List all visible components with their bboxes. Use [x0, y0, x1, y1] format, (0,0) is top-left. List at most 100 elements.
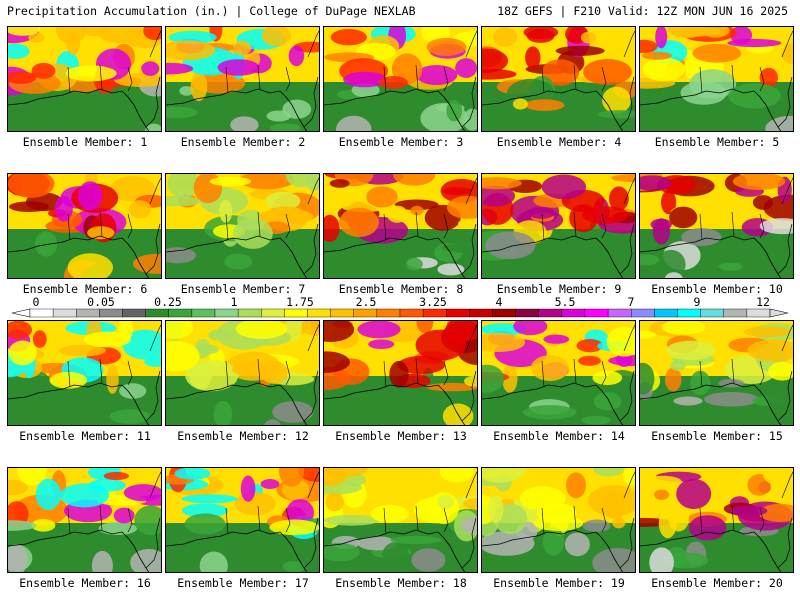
ensemble-map-panel	[481, 320, 636, 426]
precip-map	[8, 174, 161, 278]
colorbar-bin	[677, 308, 701, 318]
precip-map	[482, 321, 635, 425]
page-title: Precipitation Accumulation (in.) | Colle…	[7, 4, 416, 18]
colorbar-strip	[11, 308, 789, 318]
precip-map	[482, 27, 635, 131]
colorbar-bin	[145, 308, 169, 318]
ensemble-map-panel	[323, 320, 478, 426]
precip-map	[640, 321, 793, 425]
ensemble-member-label: Ensemble Member: 17	[177, 576, 309, 590]
ensemble-member-label: Ensemble Member: 1	[22, 135, 148, 149]
colorbar-legend: 0 0.05 0.25 1 1.75 2.5 3.25 4 5.5 7 9 12	[0, 296, 800, 322]
precip-map	[166, 321, 319, 425]
ensemble-member-label: Ensemble Member: 2	[180, 135, 306, 149]
ensemble-member-label: Ensemble Member: 9	[496, 282, 622, 296]
colorbar-bin	[446, 308, 470, 318]
colorbar-bin	[584, 308, 609, 318]
precip-map	[8, 468, 161, 572]
colorbar-bin	[561, 308, 586, 318]
colorbar-tick-label: 0	[32, 295, 40, 309]
ensemble-member-label: Ensemble Member: 11	[19, 429, 151, 443]
ensemble-map-panel	[165, 173, 320, 279]
colorbar-bin	[538, 308, 563, 318]
colorbar-bin	[376, 308, 401, 318]
ensemble-map-panel	[639, 26, 794, 132]
colorbar-bin	[515, 308, 539, 318]
ensemble-map-panel	[481, 26, 636, 132]
ensemble-map-panel	[323, 467, 478, 573]
colorbar-bin	[353, 308, 378, 318]
ensemble-member-label: Ensemble Member: 12	[177, 429, 309, 443]
ensemble-map-panel	[7, 467, 162, 573]
colorbar-bin	[492, 308, 516, 318]
colorbar-tick-label: 3.25	[419, 295, 447, 309]
ensemble-member-label: Ensemble Member: 5	[654, 135, 780, 149]
ensemble-member-label: Ensemble Member: 7	[180, 282, 306, 296]
colorbar-bin	[191, 308, 216, 318]
colorbar-bin	[307, 308, 331, 318]
colorbar-tick-label: 2.5	[355, 295, 377, 309]
ensemble-map-panel	[165, 467, 320, 573]
colorbar-bin	[654, 308, 678, 318]
colorbar-bin	[399, 308, 424, 318]
colorbar-tick-label: 9	[693, 295, 701, 309]
precip-map	[324, 321, 477, 425]
colorbar-bin	[122, 308, 146, 318]
ensemble-map-panel	[639, 320, 794, 426]
ensemble-map-panel	[7, 26, 162, 132]
colorbar-bin	[99, 308, 123, 318]
colorbar-bin	[168, 308, 193, 318]
precip-map	[640, 174, 793, 278]
precip-map	[324, 468, 477, 572]
precip-map	[8, 321, 161, 425]
ensemble-map-panel	[481, 467, 636, 573]
colorbar-tick-label: 0.05	[87, 295, 115, 309]
colorbar-tick-label: 0.25	[154, 295, 182, 309]
colorbar-bin	[607, 308, 632, 318]
colorbar-bin	[284, 308, 308, 318]
precip-map	[482, 468, 635, 572]
colorbar-tick-label: 12	[756, 295, 770, 309]
ensemble-map-panel	[165, 320, 320, 426]
ensemble-map-panel	[7, 173, 162, 279]
precip-map	[166, 468, 319, 572]
ensemble-map-panel	[639, 467, 794, 573]
colorbar-bin	[29, 308, 54, 318]
ensemble-map-panel	[323, 26, 478, 132]
colorbar-bin	[631, 308, 655, 318]
ensemble-member-label: Ensemble Member: 8	[338, 282, 464, 296]
colorbar-tick-label: 7	[627, 295, 635, 309]
ensemble-member-label: Ensemble Member: 10	[651, 282, 783, 296]
precip-map	[8, 27, 161, 131]
ensemble-member-label: Ensemble Member: 14	[493, 429, 625, 443]
colorbar-bin	[330, 308, 354, 318]
ensemble-member-label: Ensemble Member: 6	[22, 282, 148, 296]
precip-map	[640, 27, 793, 131]
ensemble-member-label: Ensemble Member: 19	[493, 576, 625, 590]
precip-map	[166, 27, 319, 131]
ensemble-map-panel	[165, 26, 320, 132]
ensemble-member-label: Ensemble Member: 18	[335, 576, 467, 590]
precip-map	[640, 468, 793, 572]
colorbar-bin	[746, 308, 771, 318]
colorbar-bin	[237, 308, 262, 318]
ensemble-map-panel	[481, 173, 636, 279]
precip-map	[482, 174, 635, 278]
ensemble-member-label: Ensemble Member: 15	[651, 429, 783, 443]
colorbar-bin	[422, 308, 447, 318]
colorbar-bin	[469, 308, 493, 318]
precip-map	[166, 174, 319, 278]
ensemble-member-label: Ensemble Member: 4	[496, 135, 622, 149]
precip-map	[324, 27, 477, 131]
colorbar-bin	[214, 308, 239, 318]
colorbar-bin	[723, 308, 748, 318]
ensemble-map-panel	[7, 320, 162, 426]
ensemble-member-label: Ensemble Member: 3	[338, 135, 464, 149]
colorbar-bin	[700, 308, 724, 318]
colorbar-tick-label: 1.75	[286, 295, 314, 309]
colorbar-tick-label: 5.5	[554, 295, 576, 309]
ensemble-map-panel	[323, 173, 478, 279]
ensemble-member-label: Ensemble Member: 13	[335, 429, 467, 443]
run-info: 18Z GEFS | F210 Valid: 12Z MON JUN 16 20…	[497, 4, 788, 18]
precip-map	[324, 174, 477, 278]
